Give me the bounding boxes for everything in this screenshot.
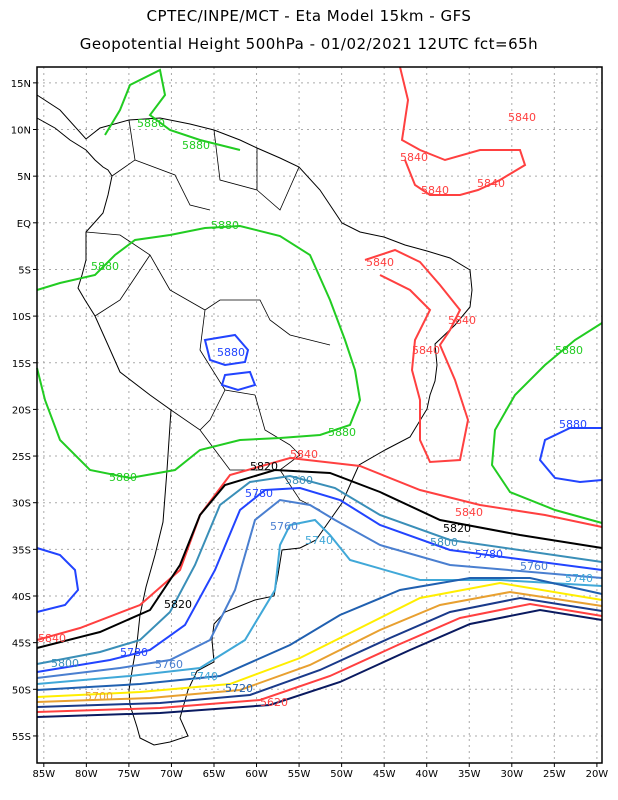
contour-label: 5840 xyxy=(366,256,394,269)
contour-5840-brazil xyxy=(364,248,470,464)
contour-label: 5840 xyxy=(455,506,483,519)
contour-5840-north xyxy=(399,66,527,196)
lat-tick-label: 50S xyxy=(12,685,31,696)
contour-label: 5880 xyxy=(217,346,245,359)
contour-label: 5840 xyxy=(38,632,66,645)
lon-tick-label: 60W xyxy=(245,769,268,780)
lon-tick-label: 65W xyxy=(203,769,226,780)
lat-tick-label: 10S xyxy=(12,312,31,323)
lat-tick-label: 20S xyxy=(12,405,31,416)
grid-lines xyxy=(37,67,602,763)
map-frame xyxy=(36,66,603,764)
contour-5620 xyxy=(36,608,603,718)
contour-label: 5780 xyxy=(245,487,273,500)
contour-5780 xyxy=(36,486,603,673)
lat-tick-label: 25S xyxy=(12,452,31,463)
contour-label: 5620 xyxy=(260,696,288,709)
contour-5880-bolivia xyxy=(203,333,257,392)
contour-label: 5840 xyxy=(400,151,428,164)
contour-label: 5880 xyxy=(559,418,587,431)
contour-5880-north xyxy=(36,224,362,480)
lat-tick-label: 10N xyxy=(11,126,31,137)
contour-label: 5760 xyxy=(520,560,548,573)
axis-ticks: 85W 80W 75W 70W 65W 60W 55W 50W 45W 40W 35W 30W 25W 2… xyxy=(11,79,609,780)
contour-label: 5760 xyxy=(270,520,298,533)
lat-tick-label: 30S xyxy=(12,499,31,510)
contour-5660 xyxy=(36,596,603,708)
contour-label: 5880 xyxy=(211,219,239,232)
lat-tick-label: 5N xyxy=(17,172,31,183)
contour-label: 5800 xyxy=(285,474,313,487)
contour-5720 xyxy=(36,577,603,691)
contour-label: 5880 xyxy=(555,344,583,357)
map-subtitle: Geopotential Height 500hPa - 01/02/2021 … xyxy=(79,35,539,53)
contour-label: 5780 xyxy=(475,548,503,561)
contour-5680 xyxy=(36,590,603,703)
south-america-coastline xyxy=(36,94,473,746)
map-title: CPTEC/INPE/MCT - Eta Model 15km - GFS xyxy=(146,7,472,25)
contour-label: 5840 xyxy=(477,177,505,190)
contour-5880-pacific xyxy=(36,547,80,613)
contour-label: 5800 xyxy=(51,657,79,670)
lon-tick-label: 35W xyxy=(458,769,481,780)
lat-tick-label: EQ xyxy=(17,219,31,230)
contour-label: 5760 xyxy=(155,658,183,671)
contour-label: 5820 xyxy=(250,460,278,473)
lon-tick-label: 55W xyxy=(288,769,311,780)
contour-label: 5840 xyxy=(421,184,449,197)
contour-label: 5880 xyxy=(137,117,165,130)
contour-label: 5840 xyxy=(508,111,536,124)
contour-5880-east xyxy=(490,322,603,524)
lon-tick-label: 20W xyxy=(586,769,609,780)
contour-label: 5820 xyxy=(443,522,471,535)
contour-label: 5700 xyxy=(85,690,113,703)
contour-label: 5780 xyxy=(120,646,148,659)
lat-tick-label: 15N xyxy=(11,79,31,90)
contour-5740 xyxy=(36,518,603,685)
lat-tick-label: 15S xyxy=(12,359,31,370)
contour-label: 5880 xyxy=(328,426,356,439)
contour-label: 5840 xyxy=(290,448,318,461)
contour-label: 5880 xyxy=(182,139,210,152)
contour-5820 xyxy=(36,468,603,649)
lon-tick-label: 40W xyxy=(415,769,438,780)
lon-tick-label: 80W xyxy=(75,769,98,780)
lon-tick-label: 70W xyxy=(160,769,183,780)
lat-tick-label: 55S xyxy=(12,732,31,743)
lon-tick-label: 45W xyxy=(373,769,396,780)
lat-tick-label: 45S xyxy=(12,639,31,650)
lat-tick-label: 5S xyxy=(18,265,31,276)
contour-label: 5880 xyxy=(91,260,119,273)
contour-lines xyxy=(36,66,603,718)
contour-label: 5800 xyxy=(430,536,458,549)
country-borders xyxy=(85,119,331,511)
lon-tick-label: 30W xyxy=(500,769,523,780)
contour-5840-south xyxy=(36,456,603,641)
contour-5640 xyxy=(36,602,603,713)
lat-tick-label: 40S xyxy=(12,592,31,603)
contour-label: 5880 xyxy=(109,471,137,484)
contour-label: 5740 xyxy=(565,572,593,585)
contour-label: 5820 xyxy=(164,598,192,611)
contour-label: 5740 xyxy=(305,534,333,547)
lon-tick-label: 85W xyxy=(32,769,55,780)
contour-labels: 5840 5840 5840 5840 5840 5840 5840 5840 … xyxy=(38,111,593,709)
contour-label: 5840 xyxy=(448,314,476,327)
contour-5800 xyxy=(36,474,603,665)
contour-5880-atlantic xyxy=(538,427,603,484)
contour-5700 xyxy=(36,581,603,698)
lon-tick-label: 50W xyxy=(330,769,353,780)
contour-5880-top xyxy=(104,68,241,151)
contour-label: 5740 xyxy=(190,670,218,683)
lat-tick-label: 35S xyxy=(12,545,31,556)
lon-tick-label: 25W xyxy=(543,769,566,780)
contour-5760 xyxy=(36,498,603,679)
lon-tick-label: 75W xyxy=(118,769,141,780)
contour-label: 5840 xyxy=(412,344,440,357)
contour-label: 5720 xyxy=(225,682,253,695)
